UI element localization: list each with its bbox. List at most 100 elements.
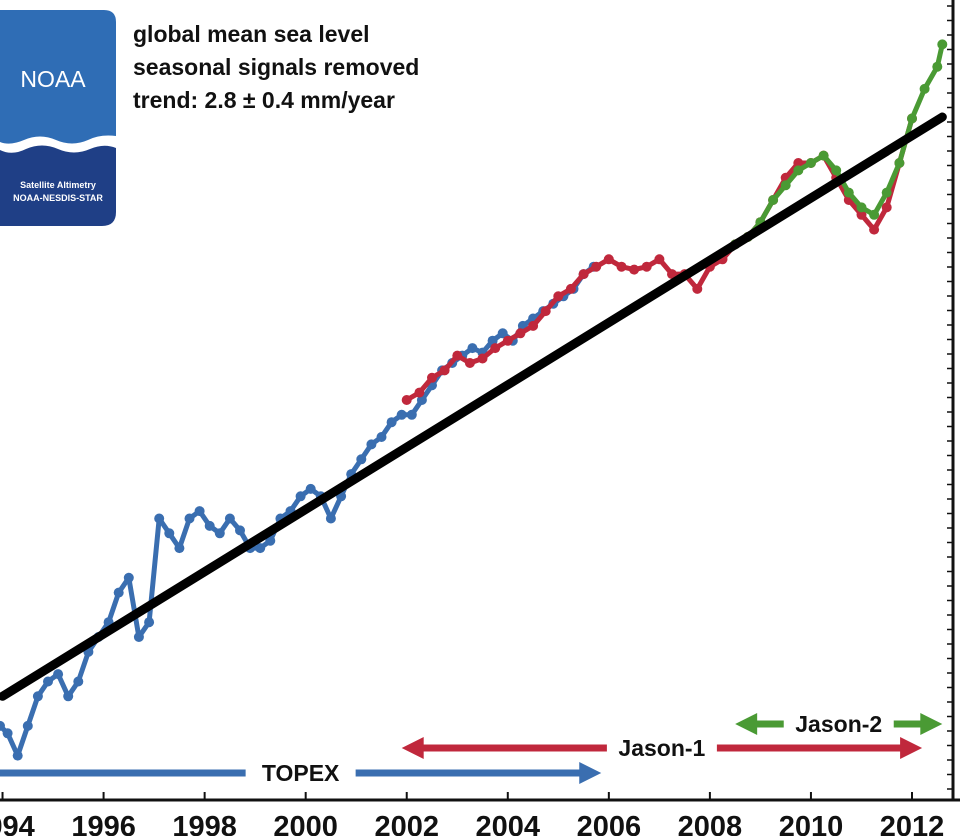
topex-point <box>356 454 367 465</box>
jason-1-point <box>692 283 703 294</box>
jason-1-point <box>667 269 677 280</box>
jason-1-point <box>490 343 501 354</box>
noaa-logo: NOAA Satellite Altimetry NOAA-NESDIS-STA… <box>0 10 116 226</box>
jason-2-point <box>793 165 804 176</box>
topex-point <box>214 528 225 539</box>
jason-2-arrowhead-right <box>920 713 943 735</box>
jason-1-point <box>591 261 602 272</box>
topex-point <box>376 432 387 442</box>
jason-1-point <box>414 387 425 398</box>
jason-2-point <box>805 158 816 168</box>
jason-1-point <box>464 358 475 368</box>
topex-point <box>224 513 235 524</box>
topex-point <box>174 543 185 554</box>
topex-point <box>386 417 397 428</box>
x-tick-label: 1994 <box>0 811 35 836</box>
noaa-logo-wave <box>0 145 116 226</box>
jason-2-point <box>937 39 948 50</box>
topex-point <box>73 676 84 687</box>
jason-1-label: Jason-1 <box>618 735 705 761</box>
x-tick-label: 2006 <box>577 811 642 836</box>
jason-1-point <box>793 158 804 168</box>
x-tick-label: 2000 <box>273 811 338 836</box>
jason-2-point <box>919 83 930 94</box>
legend-title: global mean sea level <box>133 21 370 47</box>
jason-2-point <box>843 187 854 198</box>
noaa-logo-name: NOAA <box>20 66 86 92</box>
topex-point <box>295 491 306 502</box>
topex-point <box>204 520 215 531</box>
noaa-logo-line1: Satellite Altimetry <box>20 180 96 190</box>
topex-point <box>113 587 124 598</box>
topex-point <box>144 617 155 628</box>
topex-label: TOPEX <box>262 760 340 786</box>
x-tick-label: 2008 <box>678 811 743 836</box>
topex-point <box>255 543 266 554</box>
jason-1-arrowhead-right <box>900 737 923 759</box>
topex-point <box>184 513 195 524</box>
right-axis-ticks <box>947 5 953 790</box>
topex-point <box>235 525 245 536</box>
jason-1-point <box>515 328 526 339</box>
trend-line <box>0 112 947 701</box>
legend-trend: trend: 2.8 ± 0.4 mm/year <box>133 87 395 113</box>
topex-point <box>154 513 165 524</box>
jason-1-arrowhead-left <box>401 737 424 759</box>
topex-point <box>43 676 53 687</box>
jason-2-path <box>733 43 945 247</box>
jason-1-point <box>641 261 652 272</box>
jason-1-point <box>869 224 880 235</box>
topex-point <box>467 343 478 354</box>
topex-point <box>325 513 336 524</box>
jason-1-point <box>856 209 867 220</box>
jason-2-point <box>869 209 880 220</box>
jason-1-point <box>502 335 513 346</box>
x-tick-label: 2004 <box>476 811 541 836</box>
topex-point <box>406 409 417 420</box>
x-tick-label: 2010 <box>779 811 844 836</box>
jason-2-point <box>831 165 842 176</box>
jason-1-point <box>477 353 488 364</box>
jason-2-point <box>768 195 779 205</box>
x-tick-label: 2012 <box>880 811 945 836</box>
topex-point <box>497 328 508 339</box>
jason-1-point <box>427 372 437 383</box>
topex-point <box>123 572 134 583</box>
jason-1-point <box>616 261 627 272</box>
topex-point <box>2 728 13 739</box>
jason-1-point <box>540 306 551 317</box>
jason-2-point <box>894 158 905 168</box>
jason-2-arrowhead-left <box>735 713 758 735</box>
x-tick-label: 2002 <box>374 811 439 836</box>
topex-point <box>133 632 144 642</box>
legend-subtitle: seasonal signals removed <box>133 54 419 80</box>
jason-1-point <box>603 254 614 265</box>
topex-point <box>22 720 33 731</box>
topex-point <box>265 535 276 546</box>
x-tick-label: 1996 <box>71 811 136 836</box>
x-axis-labels: 1994 1996 1998 2000 2002 2004 2006 2008 2010 2012 <box>0 811 944 836</box>
topex-point <box>63 691 74 702</box>
x-tick-label: 1998 <box>172 811 237 836</box>
noaa-logo-top <box>0 10 116 144</box>
jason-1-point <box>578 269 589 280</box>
jason-1-point <box>439 365 450 376</box>
jason-1-point <box>553 291 564 302</box>
topex-arrowhead-right <box>579 762 602 784</box>
jason-2-point <box>881 187 892 198</box>
topex-point <box>366 439 377 450</box>
topex-point <box>164 528 175 539</box>
topex-point <box>32 691 43 702</box>
jason-2-point <box>932 61 943 72</box>
jason-1-point <box>452 350 463 361</box>
jason-2-label: Jason-2 <box>795 711 882 737</box>
jason-1-point <box>654 254 665 265</box>
topex-point <box>12 750 23 761</box>
bottom-axis-ticks <box>1 792 913 800</box>
topex-point <box>396 409 407 420</box>
jason-2-point <box>856 202 867 213</box>
topex-point <box>305 483 316 494</box>
series-jason-1 <box>401 113 917 405</box>
jason-1-point <box>881 202 892 213</box>
topex-point <box>194 506 205 517</box>
